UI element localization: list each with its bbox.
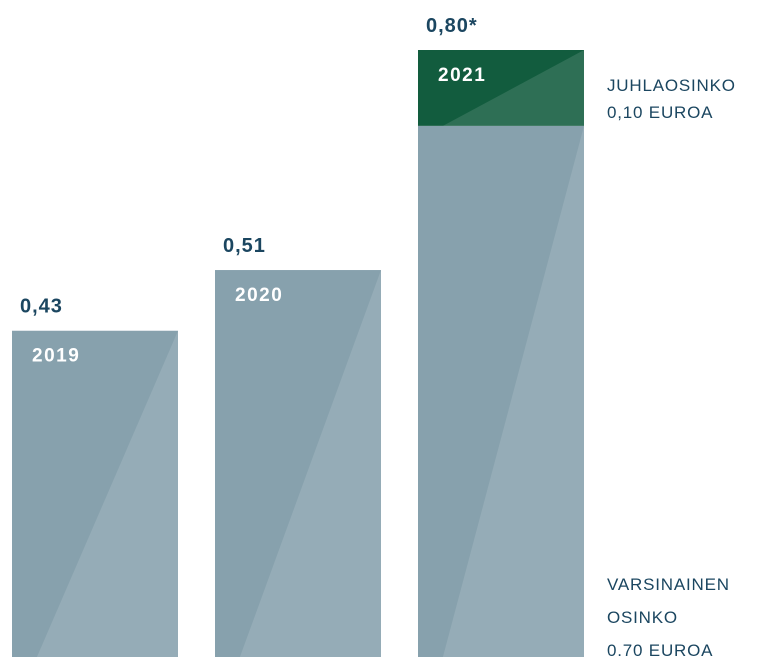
bar-segment (12, 330, 178, 657)
bar-sheen (239, 270, 381, 657)
year-label: 2021 (438, 65, 486, 86)
bar-sheen (36, 330, 179, 657)
annotation: JUHLAOSINKO (607, 76, 736, 95)
annotation: 0.70 EUROA (607, 641, 713, 657)
bar-segment (418, 125, 584, 657)
year-label: 2019 (32, 346, 80, 367)
total-label: 0,51 (223, 235, 266, 257)
total-label: 0,43 (20, 296, 63, 318)
annotation: OSINKO (607, 608, 678, 627)
year-label: 2020 (235, 285, 283, 306)
bar-sheen (442, 50, 584, 126)
bar-sheen (442, 125, 584, 657)
annotation: 0,10 EUROA (607, 103, 713, 122)
bar-segment (215, 270, 381, 657)
total-label: 0,80* (426, 15, 478, 37)
annotation: VARSINAINEN (607, 575, 730, 594)
bar-segment (418, 50, 584, 126)
